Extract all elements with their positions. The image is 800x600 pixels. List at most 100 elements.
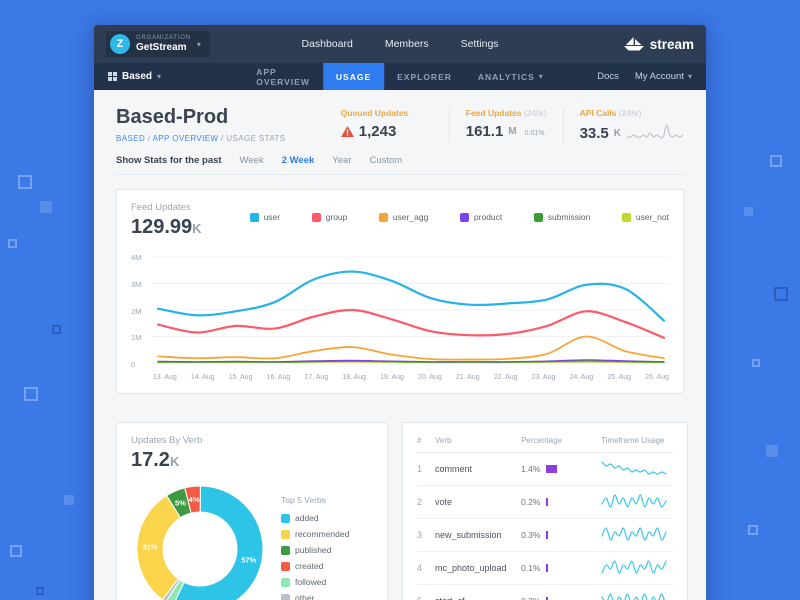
chart-legend: user group user_agg product submission u…	[249, 212, 669, 222]
table-row[interactable]: 2 vote 0.2%	[417, 486, 674, 519]
table-row[interactable]: 5 start_cf 0.2%	[417, 585, 673, 600]
main-nav: Dashboard Members Settings	[301, 38, 498, 50]
breadcrumb-usage-stats: USAGE STATS	[226, 134, 286, 143]
legend-label: added	[295, 513, 319, 523]
card-metric-unit: K	[169, 454, 180, 469]
chevron-down-icon: ▾	[687, 72, 692, 81]
organization-selector[interactable]: Z ORGANIZATION GetStream ▾	[106, 31, 210, 57]
y-axis-label: 2M	[131, 306, 142, 316]
donut-legend-item[interactable]: recommended	[281, 529, 349, 539]
legend-label: product	[473, 212, 503, 222]
nav-dashboard[interactable]: Dashboard	[301, 38, 353, 50]
row-percentage: 0.3%	[521, 530, 541, 540]
legend-item[interactable]: submission	[533, 212, 590, 222]
table-row[interactable]: 4 mc_photo_upload 0.1%	[417, 552, 674, 585]
x-axis-label: 20. Aug	[418, 374, 442, 381]
my-account-menu[interactable]: My Account ▾	[635, 71, 692, 82]
stats-strip: Queued Updates 1,243 Feed Updates (24hr)…	[340, 108, 684, 143]
col-verb: Verb	[435, 436, 452, 445]
table-row[interactable]: 3 new_submission 0.3%	[417, 519, 674, 552]
y-axis-label: 1M	[131, 333, 142, 343]
filter-option-year[interactable]: Year	[332, 155, 352, 166]
y-axis: 4M 3M 2M 1M 0	[131, 251, 149, 369]
chevron-down-icon: ▾	[157, 72, 162, 81]
stream-logo[interactable]: stream	[623, 37, 694, 52]
tab-usage[interactable]: USAGE	[322, 63, 385, 90]
filter-option-2week[interactable]: 2 Week	[281, 155, 315, 166]
card-metric: 17.2	[131, 449, 170, 471]
donut-legend-item[interactable]: added	[281, 513, 349, 523]
stat-label: API Calls	[579, 108, 617, 118]
stat-period: (24hr)	[618, 108, 642, 118]
donut-legend-item[interactable]: followed	[281, 577, 349, 587]
line-chart: 4M 3M 2M 1M 0	[131, 251, 669, 369]
row-sparkline	[601, 526, 673, 544]
legend-label: group	[325, 212, 348, 222]
legend-label: published	[295, 545, 332, 555]
stat-feed-updates: Feed Updates (24hr) 161.1 M 0.01%	[448, 108, 547, 143]
x-axis-label: 14. Aug	[190, 374, 215, 381]
donut-legend-title: Top 5 Verbs	[281, 495, 326, 505]
donut-legend-item[interactable]: other	[281, 593, 349, 600]
row-percentage: 0.2%	[521, 497, 541, 507]
filter-option-week[interactable]: Week	[239, 155, 264, 166]
row-percentage: 0.2%	[521, 596, 540, 600]
x-axis-label: 24. Aug	[569, 374, 594, 381]
legend-swatch	[533, 212, 543, 222]
row-percentage-bar	[546, 597, 549, 600]
donut-legend-item[interactable]: published	[281, 545, 349, 555]
time-filter: Show Stats for the past Week 2 Week Year…	[116, 155, 684, 175]
subnav-right: Docs My Account ▾	[597, 71, 692, 82]
card-metric: 129.99	[131, 216, 193, 238]
chevron-down-icon: ▾	[196, 39, 201, 49]
legend-item[interactable]: user_not	[621, 212, 669, 222]
breadcrumb-based[interactable]: BASED	[116, 134, 153, 143]
legend-item[interactable]: user_agg	[378, 212, 428, 222]
legend-label: user_not	[635, 212, 669, 222]
app-grid-icon	[108, 72, 117, 81]
donut-legend-item[interactable]: created	[281, 561, 349, 571]
docs-link[interactable]: Docs	[597, 71, 619, 82]
legend-label: followed	[295, 577, 327, 587]
legend-swatch	[378, 212, 388, 222]
x-axis-label: 19. Aug	[380, 374, 404, 381]
legend-label: user	[263, 212, 281, 222]
x-axis-label: 21. Aug	[455, 374, 480, 381]
nav-members[interactable]: Members	[384, 38, 429, 50]
tab-analytics[interactable]: ANALYTICS ▾	[465, 63, 557, 90]
stat-unit: M	[508, 126, 517, 137]
filter-option-custom[interactable]: Custom	[369, 155, 403, 166]
legend-item[interactable]: group	[311, 212, 348, 222]
tab-analytics-label: ANALYTICS	[477, 71, 535, 82]
x-axis-label: 22. Aug	[493, 374, 518, 381]
legend-swatch	[459, 212, 469, 222]
row-percentage-bar	[546, 531, 549, 539]
tab-app-overview[interactable]: APP OVERVIEW	[256, 66, 310, 87]
legend-item[interactable]: product	[459, 212, 503, 222]
breadcrumb-app-overview[interactable]: APP OVERVIEW	[153, 134, 227, 143]
x-axis-label: 25. Aug	[607, 374, 632, 381]
stat-value: 33.5	[579, 124, 609, 142]
verb-usage-table-card: # Verb Percentage Timeframe Usage 1 comm…	[402, 422, 689, 600]
tab-explorer[interactable]: EXPLORER	[397, 71, 452, 82]
chevron-down-icon: ▾	[538, 72, 544, 81]
org-avatar: Z	[110, 34, 130, 54]
line-chart-plot	[153, 256, 669, 364]
stat-label: Feed Updates	[465, 108, 522, 118]
legend-swatch	[281, 593, 290, 600]
row-rank: 3	[417, 530, 423, 540]
row-verb: start_cf	[435, 596, 521, 600]
app-selector-label: Based	[122, 71, 153, 82]
legend-item[interactable]: user	[249, 212, 281, 222]
col-timeframe-usage: Timeframe Usage	[601, 436, 665, 445]
table-row[interactable]: 1 comment 1.4%	[417, 453, 674, 486]
nav-settings[interactable]: Settings	[460, 38, 499, 50]
row-sparkline	[601, 559, 673, 577]
legend-label: other	[295, 593, 315, 600]
row-verb: vote	[435, 497, 453, 507]
svg-text:5%: 5%	[175, 498, 186, 507]
card-title: Feed Updates	[131, 202, 191, 213]
y-axis-label: 3M	[131, 279, 142, 289]
app-selector[interactable]: Based ▾	[108, 71, 161, 82]
